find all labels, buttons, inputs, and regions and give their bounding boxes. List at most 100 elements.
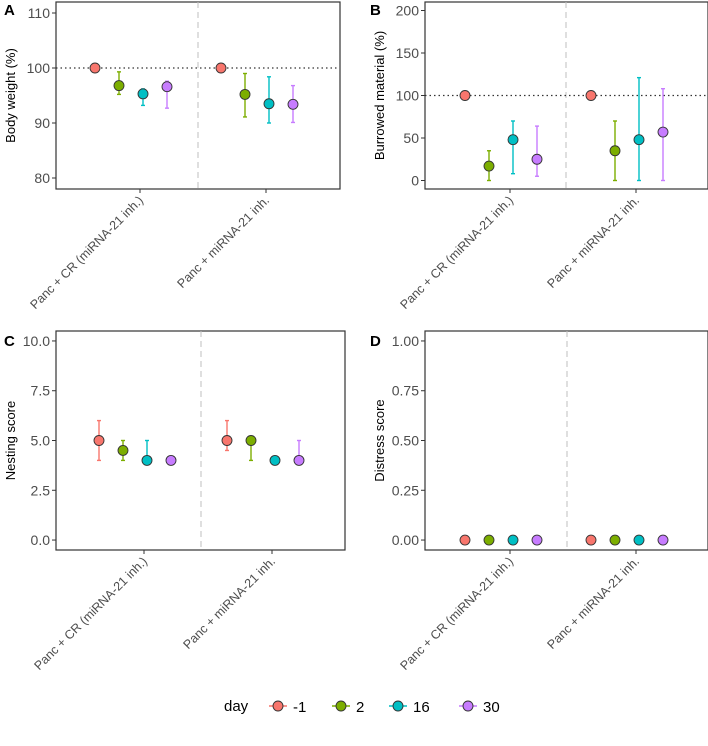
legend-label: -1 (293, 699, 306, 716)
data-point (507, 134, 519, 146)
series-day-2 (483, 534, 621, 546)
data-point (483, 534, 495, 546)
data-point (89, 62, 101, 74)
y-tick-label: 90 (34, 115, 50, 131)
data-point (161, 81, 173, 93)
data-point (293, 454, 305, 466)
data-point (633, 134, 645, 146)
series-day-16 (141, 439, 281, 466)
y-tick-label: 100 (396, 88, 420, 104)
data-point (245, 435, 257, 446)
data-point (287, 98, 299, 110)
data-point (609, 145, 621, 157)
y-axis-title: Distress score (372, 399, 387, 481)
data-point (215, 62, 227, 74)
legend-title: day (224, 698, 249, 715)
y-tick-label: 1.00 (392, 333, 419, 349)
data-point (507, 534, 519, 546)
y-tick-label: 5.0 (31, 433, 51, 449)
data-point (657, 126, 669, 138)
data-point (531, 534, 543, 546)
y-axis-title: Body weight (%) (3, 48, 18, 143)
x-tick-label: Panc + miRNA-21 inh. (545, 554, 643, 652)
legend-key-marker (272, 700, 284, 712)
legend: day -1 2 16 30 (224, 698, 500, 716)
data-point (657, 534, 669, 546)
panel-c: C 0.0 2.5 5.0 7.5 10.0 Nesting score Panc + CR … (3, 330, 346, 673)
data-point (93, 435, 105, 446)
panel-b: B 0 50 100 150 200 Burrowed material (%) Panc +… (370, 1, 708, 312)
y-tick-label: 80 (34, 170, 50, 186)
series-day-30 (531, 534, 669, 546)
panel-a: A 80 90 100 110 Body weight (%) Panc + CR (miR… (3, 1, 341, 312)
series-day-2 (113, 71, 251, 118)
x-tick-label: Panc + CR (miRNA-21 inh.) (27, 193, 146, 312)
data-point (263, 98, 275, 110)
data-point (585, 534, 597, 546)
y-tick-label: 0.75 (392, 383, 419, 399)
legend-label: 16 (413, 699, 430, 716)
data-point (459, 90, 471, 101)
data-point (221, 435, 233, 446)
y-tick-label: 100 (27, 60, 51, 76)
y-tick-label: 7.5 (31, 383, 51, 399)
series-day-16 (507, 76, 645, 182)
panel-label: C (4, 333, 15, 350)
series-day--1 (459, 534, 597, 546)
data-point (531, 153, 543, 165)
x-tick-label: Panc + miRNA-21 inh. (545, 193, 643, 291)
data-point (609, 534, 621, 546)
data-point (633, 534, 645, 546)
data-point (141, 454, 153, 466)
data-point (483, 160, 495, 172)
legend-entry-day-30: 30 (459, 699, 500, 716)
x-tick-label: Panc + CR (miRNA-21 inh.) (397, 554, 516, 673)
x-tick-label: Panc + CR (miRNA-21 inh.) (397, 193, 516, 312)
series-day--1 (93, 419, 233, 462)
panel-d: D 0.00 0.25 0.50 0.75 1.00 Distress score Panc … (370, 330, 708, 673)
data-point (137, 88, 149, 100)
x-tick-label: Panc + CR (miRNA-21 inh.) (31, 554, 150, 673)
series-day-30 (531, 87, 669, 182)
legend-entry-day-2: 2 (332, 699, 364, 716)
y-tick-label: 0.50 (392, 433, 419, 449)
legend-label: 30 (483, 699, 500, 716)
y-tick-label: 50 (403, 130, 419, 146)
data-point (269, 454, 281, 466)
legend-key-marker (392, 700, 404, 712)
legend-entry-day--1: -1 (269, 699, 306, 716)
x-tick-label: Panc + miRNA-21 inh. (181, 554, 279, 652)
legend-key-marker (335, 700, 347, 712)
series-day-30 (165, 439, 305, 466)
panel-label: B (370, 2, 381, 19)
data-point (113, 80, 125, 92)
panel-label: A (4, 2, 15, 19)
y-tick-label: 0.0 (31, 532, 51, 548)
legend-label: 2 (356, 699, 364, 716)
series-day-16 (137, 76, 275, 124)
series-day-16 (507, 534, 645, 546)
series-day--1 (459, 90, 597, 101)
data-point (585, 90, 597, 101)
legend-entry-day-16: 16 (389, 699, 430, 716)
series-day--1 (89, 62, 227, 74)
legend-key-marker (462, 700, 474, 712)
data-point (117, 445, 129, 456)
y-tick-label: 150 (396, 45, 420, 61)
x-tick-label: Panc + miRNA-21 inh. (175, 193, 273, 291)
y-tick-label: 0.00 (392, 532, 419, 548)
data-point (459, 534, 471, 546)
y-axis-title: Nesting score (3, 401, 18, 480)
data-point (239, 88, 251, 100)
y-tick-label: 10.0 (23, 333, 50, 349)
y-tick-label: 200 (396, 3, 420, 19)
series-day-2 (483, 120, 621, 182)
y-tick-label: 110 (28, 5, 51, 21)
series-day-30 (161, 80, 299, 124)
y-axis-title: Burrowed material (%) (372, 31, 387, 160)
series-day-2 (117, 435, 257, 462)
y-tick-label: 0.25 (392, 482, 419, 498)
panel-label: D (370, 333, 381, 350)
data-point (165, 454, 177, 466)
